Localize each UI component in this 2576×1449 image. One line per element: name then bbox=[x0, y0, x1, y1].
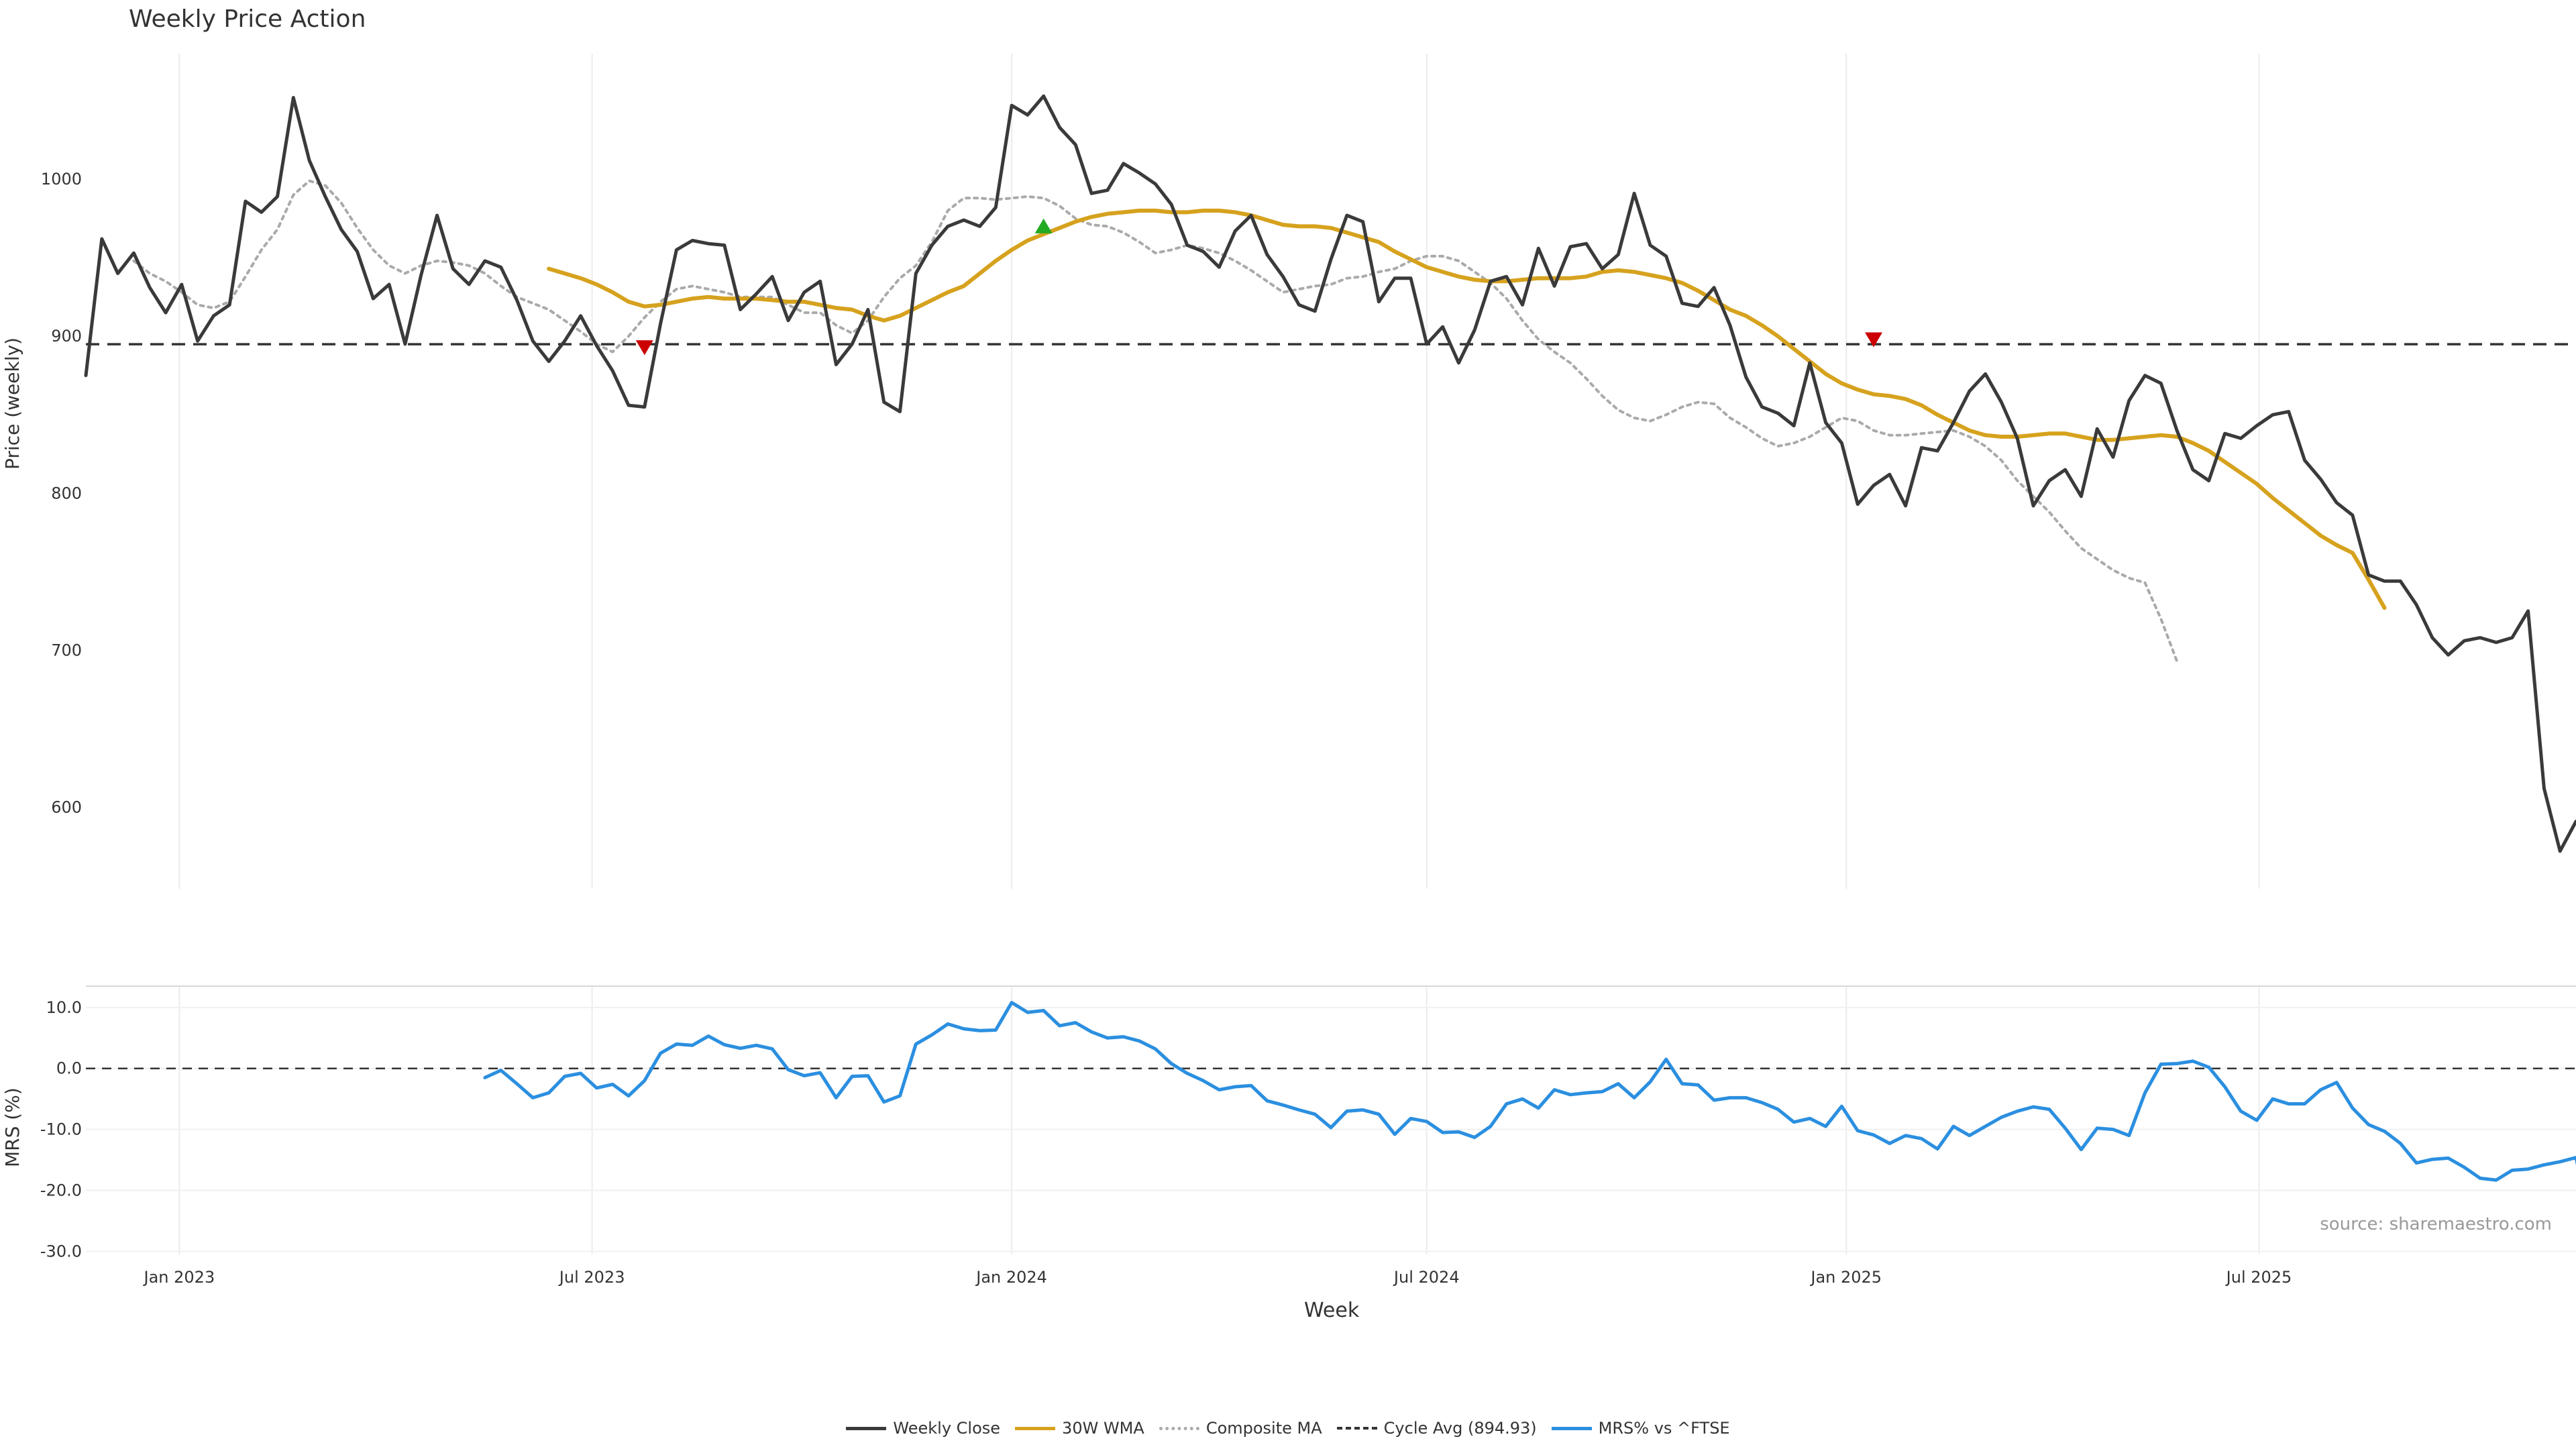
legend-item-30w-wma: 30W WMA bbox=[1015, 1419, 1144, 1438]
mrs-y-tick-label: -10.0 bbox=[40, 1120, 82, 1139]
x-tick-label: Jul 2024 bbox=[1393, 1268, 1460, 1287]
legend-item-weekly-close: Weekly Close bbox=[846, 1419, 1000, 1438]
mrs-y-tick-label: 0.0 bbox=[56, 1059, 82, 1078]
sell-signal-marker bbox=[1865, 332, 1883, 347]
buy-signal-marker bbox=[1034, 218, 1053, 233]
price-y-tick-label: 800 bbox=[51, 484, 82, 502]
chart-title: Weekly Price Action bbox=[129, 5, 366, 33]
price-series bbox=[84, 94, 2576, 853]
x-tick-label: Jan 2023 bbox=[143, 1268, 215, 1287]
legend-item-mrs: MRS% vs ^FTSE bbox=[1551, 1419, 1730, 1438]
legend-swatch-composite-ma bbox=[1159, 1426, 1199, 1430]
sell-signal-marker bbox=[635, 340, 653, 356]
mrs-panel-grid bbox=[86, 985, 2576, 1254]
price-y-ticks: 600 700 800 900 1000 bbox=[41, 170, 82, 816]
x-tick-label: Jul 2023 bbox=[558, 1268, 625, 1287]
legend-swatch-mrs bbox=[1551, 1426, 1592, 1430]
x-tick-label: Jul 2025 bbox=[2225, 1268, 2292, 1287]
mrs-y-axis-label: MRS (%) bbox=[1, 1087, 23, 1167]
series-30w-wma bbox=[547, 209, 2387, 610]
legend-item-composite-ma: Composite MA bbox=[1159, 1419, 1322, 1438]
mrs-y-tick-label: -20.0 bbox=[40, 1181, 82, 1200]
mrs-y-tick-label: -30.0 bbox=[40, 1242, 82, 1260]
series-weekly-close bbox=[84, 94, 2576, 853]
x-tick-label: Jan 2024 bbox=[975, 1268, 1047, 1287]
series-mrs-vs-ftse bbox=[483, 1001, 2576, 1182]
price-y-tick-label: 900 bbox=[51, 327, 82, 345]
legend-label-mrs: MRS% vs ^FTSE bbox=[1598, 1419, 1730, 1438]
price-y-tick-label: 1000 bbox=[41, 170, 82, 189]
source-note: source: sharemaestro.com bbox=[2320, 1214, 2552, 1234]
x-tick-labels: Jan 2023 Jul 2023 Jan 2024 Jul 2024 Jan 2025… bbox=[143, 1268, 2292, 1287]
legend-item-cycle-avg: Cycle Avg (894.93) bbox=[1336, 1419, 1537, 1438]
legend-swatch-30w-wma bbox=[1015, 1426, 1056, 1430]
legend-swatch-cycle-avg bbox=[1336, 1427, 1377, 1430]
mrs-series bbox=[483, 1001, 2576, 1182]
price-y-tick-label: 700 bbox=[51, 641, 82, 659]
series-composite-ma bbox=[132, 179, 2179, 663]
mrs-y-ticks: 10.0 0.0 -10.0 -20.0 -30.0 bbox=[40, 998, 82, 1261]
price-y-tick-label: 600 bbox=[51, 798, 82, 816]
price-panel-grid bbox=[178, 54, 2260, 889]
legend-label-weekly-close: Weekly Close bbox=[893, 1419, 1001, 1438]
price-y-axis-label: Price (weekly) bbox=[1, 337, 23, 470]
legend-label-cycle-avg: Cycle Avg (894.93) bbox=[1383, 1419, 1537, 1438]
x-axis-label: Week bbox=[1304, 1299, 1360, 1322]
signal-markers bbox=[635, 218, 1883, 356]
x-tick-label: Jan 2025 bbox=[1809, 1268, 1882, 1287]
legend-swatch-weekly-close bbox=[846, 1426, 887, 1430]
legend: Weekly Close 30W WMA Composite MA Cycle … bbox=[0, 1419, 2576, 1438]
mrs-y-tick-label: 10.0 bbox=[46, 998, 82, 1017]
legend-label-30w-wma: 30W WMA bbox=[1062, 1419, 1144, 1438]
legend-label-composite-ma: Composite MA bbox=[1205, 1419, 1322, 1438]
